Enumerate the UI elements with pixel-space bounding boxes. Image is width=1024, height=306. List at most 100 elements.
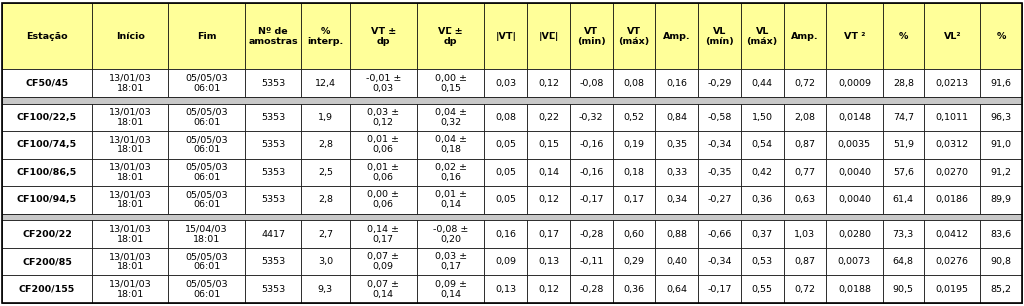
Bar: [740, 275, 783, 303]
Bar: [655, 275, 698, 303]
Bar: [169, 248, 245, 275]
Bar: [740, 104, 783, 131]
Bar: [612, 3, 655, 69]
Text: 05/05/03
06:01: 05/05/03 06:01: [185, 136, 228, 155]
Bar: [924, 69, 980, 97]
Bar: [612, 131, 655, 159]
Text: -0,28: -0,28: [580, 230, 603, 239]
Text: 2,5: 2,5: [317, 168, 333, 177]
Text: 74,7: 74,7: [893, 113, 913, 122]
Bar: [417, 131, 484, 159]
Bar: [527, 3, 570, 69]
Text: |VL̅|: |VL̅|: [539, 32, 559, 41]
Bar: [826, 186, 883, 214]
Bar: [2, 159, 92, 186]
Bar: [883, 275, 924, 303]
Text: 4417: 4417: [261, 230, 285, 239]
Text: 5353: 5353: [261, 168, 285, 177]
Text: 0,19: 0,19: [624, 140, 644, 149]
Bar: [2, 97, 1022, 104]
Text: 13/01/03
18:01: 13/01/03 18:01: [109, 74, 152, 93]
Bar: [245, 131, 301, 159]
Bar: [826, 275, 883, 303]
Bar: [245, 3, 301, 69]
Bar: [883, 159, 924, 186]
Text: 13/01/03
18:01: 13/01/03 18:01: [109, 225, 152, 244]
Bar: [740, 3, 783, 69]
Text: 0,77: 0,77: [795, 168, 815, 177]
Bar: [527, 69, 570, 97]
Bar: [417, 104, 484, 131]
Text: 0,01 ±
0,06: 0,01 ± 0,06: [368, 136, 399, 155]
Text: -0,16: -0,16: [580, 168, 603, 177]
Bar: [570, 69, 612, 97]
Bar: [245, 104, 301, 131]
Bar: [980, 3, 1022, 69]
Text: Amp.: Amp.: [792, 32, 819, 41]
Text: 1,50: 1,50: [752, 113, 773, 122]
Bar: [2, 186, 92, 214]
Text: -0,35: -0,35: [708, 168, 732, 177]
Bar: [417, 221, 484, 248]
Text: 0,12: 0,12: [538, 285, 559, 294]
Text: 0,0280: 0,0280: [838, 230, 870, 239]
Text: -0,32: -0,32: [579, 113, 603, 122]
Text: 0,63: 0,63: [795, 196, 815, 204]
Text: Fim: Fim: [197, 32, 216, 41]
Text: 0,0195: 0,0195: [936, 285, 969, 294]
Bar: [612, 159, 655, 186]
Text: 0,0312: 0,0312: [936, 140, 969, 149]
Text: 5353: 5353: [261, 113, 285, 122]
Bar: [924, 275, 980, 303]
Bar: [883, 248, 924, 275]
Text: 0,07 ±
0,09: 0,07 ± 0,09: [368, 252, 399, 271]
Text: Estação: Estação: [27, 32, 68, 41]
Bar: [783, 221, 826, 248]
Text: 0,16: 0,16: [496, 230, 516, 239]
Text: 0,04 ±
0,32: 0,04 ± 0,32: [435, 108, 467, 127]
Text: 0,35: 0,35: [667, 140, 687, 149]
Text: -0,17: -0,17: [580, 196, 603, 204]
Bar: [740, 131, 783, 159]
Text: 89,9: 89,9: [990, 196, 1012, 204]
Text: -0,17: -0,17: [708, 285, 732, 294]
Bar: [826, 69, 883, 97]
Text: 0,03: 0,03: [496, 79, 516, 88]
Text: 13/01/03
18:01: 13/01/03 18:01: [109, 252, 152, 271]
Text: 0,0276: 0,0276: [936, 257, 969, 266]
Bar: [740, 69, 783, 97]
Text: 13/01/03
18:01: 13/01/03 18:01: [109, 190, 152, 210]
Text: VL
(máx): VL (máx): [746, 27, 778, 46]
Text: 0,64: 0,64: [667, 285, 687, 294]
Bar: [417, 248, 484, 275]
Bar: [883, 69, 924, 97]
Text: 90,8: 90,8: [990, 257, 1012, 266]
Text: VT ²: VT ²: [844, 32, 865, 41]
Text: 0,0148: 0,0148: [838, 113, 870, 122]
Bar: [2, 275, 92, 303]
Text: 0,72: 0,72: [795, 285, 815, 294]
Text: 2,8: 2,8: [317, 196, 333, 204]
Bar: [826, 221, 883, 248]
Bar: [612, 221, 655, 248]
Text: 85,2: 85,2: [990, 285, 1012, 294]
Text: 0,36: 0,36: [624, 285, 644, 294]
Bar: [2, 3, 92, 69]
Bar: [92, 3, 169, 69]
Bar: [2, 69, 92, 97]
Text: 64,8: 64,8: [893, 257, 913, 266]
Text: -0,34: -0,34: [708, 140, 732, 149]
Bar: [169, 3, 245, 69]
Bar: [924, 3, 980, 69]
Text: %: %: [996, 32, 1006, 41]
Bar: [527, 248, 570, 275]
Text: 90,5: 90,5: [893, 285, 913, 294]
Text: 0,54: 0,54: [752, 140, 773, 149]
Bar: [980, 104, 1022, 131]
Bar: [484, 221, 527, 248]
Bar: [698, 221, 740, 248]
Text: 96,3: 96,3: [990, 113, 1012, 122]
Bar: [883, 104, 924, 131]
Bar: [169, 275, 245, 303]
Text: 12,4: 12,4: [314, 79, 336, 88]
